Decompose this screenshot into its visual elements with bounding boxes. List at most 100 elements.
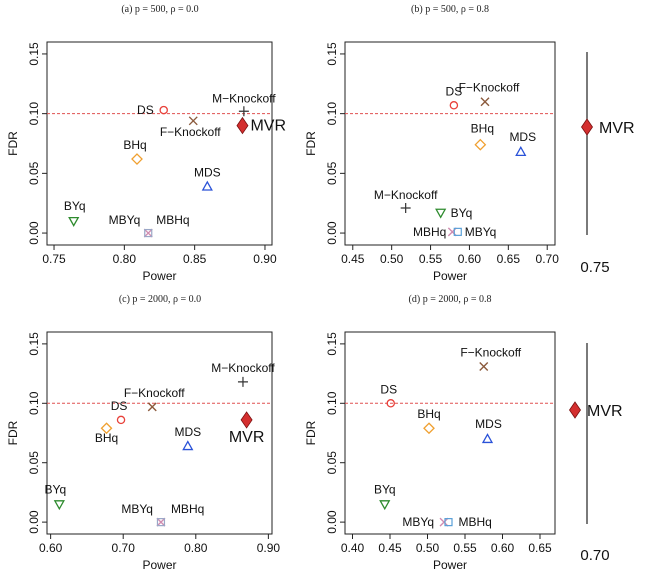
point-label: DS [380, 382, 397, 396]
x-axis-label: Power [142, 269, 176, 283]
x-tick-label: 0.45 [378, 541, 402, 555]
x-tick-label: 0.55 [453, 541, 477, 555]
x-axis-label: Power [142, 558, 176, 572]
point-label: M−Knockoff [211, 361, 275, 375]
marker-triangle-down [435, 208, 447, 219]
marker-square [444, 518, 453, 527]
panel-title: (b) p = 500, ρ = 0.8 [411, 4, 489, 15]
marker-triangle-up [182, 440, 194, 451]
y-axis-label: FDR [304, 131, 318, 156]
point-label: M−Knockoff [212, 91, 276, 105]
marker-mvr-diamond [236, 116, 249, 135]
point-label: MBHq [459, 515, 492, 529]
marker-mvr-diamond [240, 411, 253, 429]
point-label: MDS [509, 130, 536, 144]
plot-frame [46, 41, 273, 246]
y-tick-label: 0.15 [325, 42, 339, 66]
x-tick-label: 0.65 [497, 252, 521, 266]
y-axis-label: FDR [6, 420, 20, 445]
marker-cross [480, 97, 490, 107]
y-tick-label: 0.15 [325, 332, 339, 356]
x-tick-label: 0.50 [380, 252, 404, 266]
side-axis-2: MVR 0.70 [569, 343, 623, 564]
x-tick-label: 0.50 [416, 541, 440, 555]
x-tick-label: 0.60 [39, 541, 63, 555]
x-axis-label: Power [433, 558, 467, 572]
y-axis-label: FDR [6, 131, 20, 156]
y-tick-label: 0.15 [27, 42, 41, 66]
marker-cross [156, 517, 166, 527]
point-label: DS [137, 103, 154, 117]
point-label: DS [111, 399, 128, 413]
marker-cross [143, 228, 153, 238]
x-tick-label: 0.70 [112, 541, 136, 555]
side-mvr-diamond [569, 401, 581, 419]
plot-frame [344, 41, 556, 246]
marker-triangle-up [515, 146, 527, 157]
marker-plus [400, 202, 411, 213]
y-axis-label: FDR [304, 420, 318, 445]
marker-square [453, 227, 462, 236]
y-tick-label: 0.10 [27, 391, 41, 415]
point-label: DS [446, 84, 463, 98]
marker-cross [479, 361, 489, 371]
point-label: F−Knockoff [459, 81, 520, 95]
panel-d: (d) p = 2000, ρ = 0.8 0.40 0.45 0.50 0.55 0.6… [304, 294, 556, 572]
point-label: MBYq [402, 515, 434, 529]
marker-plus [237, 376, 248, 387]
marker-triangle-down [379, 500, 391, 511]
y-tick-label: 0.10 [325, 391, 339, 415]
y-tick-label: 0.00 [27, 221, 41, 245]
point-label: MDS [475, 417, 502, 431]
point-label: M−Knockoff [374, 188, 438, 202]
point-label: MVR [229, 429, 265, 446]
marker-triangle-down [53, 500, 65, 511]
marker-diamond [131, 153, 143, 165]
x-tick-label: 0.40 [341, 541, 365, 555]
marker-circle [159, 105, 168, 115]
y-tick-label: 0.15 [27, 332, 41, 356]
marker-cross [147, 402, 157, 412]
y-tick-label: 0.05 [27, 161, 41, 185]
point-label: BYq [451, 206, 473, 220]
x-tick-label: 0.80 [184, 541, 208, 555]
point-label: MBYq [109, 213, 141, 227]
x-tick-label: 0.45 [341, 252, 365, 266]
marker-cross [447, 227, 457, 237]
marker-square [144, 228, 153, 238]
marker-cross [188, 116, 198, 126]
marker-triangle-down [68, 216, 80, 227]
marker-diamond [423, 422, 435, 435]
panel-b: (b) p = 500, ρ = 0.8 0.45 0.50 0.55 0.60 0.65… [304, 4, 559, 283]
x-tick-label: 0.90 [257, 541, 281, 555]
marker-plus [238, 106, 249, 117]
y-tick-label: 0.05 [27, 451, 41, 475]
y-tick-label: 0.00 [325, 510, 339, 534]
marker-diamond [474, 138, 487, 151]
side-tick-label: 0.70 [580, 547, 609, 564]
point-label: BYq [45, 482, 67, 496]
side-mvr-label: MVR [599, 120, 635, 137]
point-label: MBHq [171, 502, 204, 516]
marker-circle [386, 399, 395, 408]
point-label: MVR [250, 118, 286, 135]
plot-frame [46, 331, 273, 535]
panel-title: (c) p = 2000, ρ = 0.0 [119, 294, 201, 305]
point-label: BHq [471, 122, 494, 136]
point-label: MBHq [156, 213, 189, 227]
y-tick-label: 0.00 [325, 221, 339, 245]
point-label: BYq [64, 199, 86, 213]
marker-diamond [100, 422, 113, 435]
marker-circle [449, 101, 459, 110]
marker-triangle-up [481, 433, 494, 444]
point-label: BYq [374, 482, 396, 496]
x-tick-label: 0.85 [183, 252, 207, 266]
point-label: BHq [417, 407, 440, 421]
point-label: F−Knockoff [124, 386, 185, 400]
y-tick-label: 0.00 [27, 510, 41, 534]
x-tick-label: 0.80 [113, 252, 137, 266]
x-tick-label: 0.60 [491, 541, 515, 555]
point-label: BHq [123, 138, 146, 152]
side-mvr-diamond [581, 118, 593, 136]
